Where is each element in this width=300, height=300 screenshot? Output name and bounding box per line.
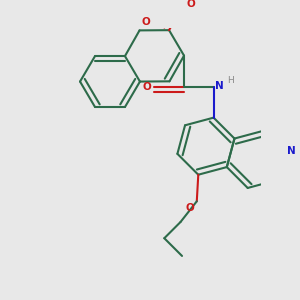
Text: H: H <box>227 76 234 85</box>
Text: O: O <box>187 0 195 10</box>
Text: O: O <box>186 203 194 213</box>
Text: N: N <box>287 146 296 156</box>
Text: N: N <box>215 81 224 91</box>
Text: O: O <box>142 82 151 92</box>
Text: O: O <box>142 17 151 27</box>
